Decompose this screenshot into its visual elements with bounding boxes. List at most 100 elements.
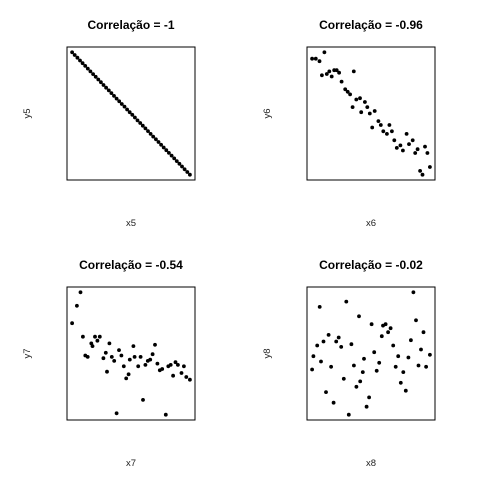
scatter-point xyxy=(135,118,140,123)
scatter-point xyxy=(171,373,176,378)
scatter-point xyxy=(121,364,126,369)
scatter-point xyxy=(392,138,397,143)
scatter-point xyxy=(138,355,143,359)
scatter-point xyxy=(93,74,98,79)
scatter-point xyxy=(151,134,156,139)
scatter-point xyxy=(124,376,129,381)
plot-frame xyxy=(66,46,196,181)
scatter-point xyxy=(381,129,386,134)
plot-frame xyxy=(66,286,196,421)
scatter-point xyxy=(112,359,117,363)
scatter-point xyxy=(90,344,95,348)
scatter-point xyxy=(344,299,349,304)
scatter-point xyxy=(372,109,377,113)
scatter-panel-4: Correlação = -0.02 x8 y8 xyxy=(262,258,436,469)
scatter-point xyxy=(386,330,390,335)
scatter-point xyxy=(161,145,166,150)
scatter-point xyxy=(348,92,352,97)
y-axis-label: y8 xyxy=(262,348,273,358)
scatter-point xyxy=(83,64,88,68)
x-axis-label: x7 xyxy=(126,458,136,469)
scatter-point xyxy=(169,153,174,158)
scatter-point xyxy=(126,372,131,377)
scatter-point xyxy=(339,345,344,349)
scatter-point xyxy=(153,342,157,347)
scatter-point xyxy=(70,321,74,326)
scatter-point xyxy=(141,398,145,402)
scatter-point xyxy=(350,105,355,109)
scatter-point xyxy=(409,338,413,343)
scatter-point xyxy=(387,123,392,127)
scatter-point xyxy=(315,343,320,348)
scatter-point xyxy=(163,412,168,417)
scatter-point xyxy=(339,79,344,84)
scatter-point xyxy=(104,85,108,90)
scatter-point xyxy=(358,96,362,101)
scatter-point xyxy=(321,339,326,344)
scatter-point xyxy=(117,348,121,352)
scatter-point xyxy=(174,159,179,164)
y-axis-label: y7 xyxy=(22,348,33,358)
scatter-point xyxy=(101,356,106,361)
scatter-point xyxy=(88,69,93,74)
scatter-point xyxy=(131,344,136,348)
scatter-point xyxy=(411,290,416,295)
scatter-point xyxy=(393,364,398,369)
scatter-point xyxy=(133,115,137,120)
scatter-point xyxy=(122,104,127,109)
scatter-point xyxy=(72,53,77,57)
scatter-point xyxy=(114,411,119,416)
scatter-point xyxy=(319,359,323,364)
scatter-point xyxy=(80,61,85,66)
scatter-point xyxy=(369,322,374,327)
scatter-point xyxy=(358,379,363,384)
scatter-point xyxy=(101,83,106,87)
scatter-point xyxy=(105,369,109,374)
scatter-point xyxy=(428,165,432,169)
scatter-point xyxy=(146,129,150,134)
scatter-point xyxy=(317,59,322,64)
scatter-point xyxy=(351,69,356,74)
scatter-point xyxy=(418,169,422,173)
chart-title: Correlação = -0.54 xyxy=(79,258,183,272)
scatter-point xyxy=(341,376,346,381)
scatter-point xyxy=(119,353,124,358)
scatter-point xyxy=(91,72,95,76)
scatter-point xyxy=(188,172,192,177)
scatter-point xyxy=(370,125,375,130)
scatter-point xyxy=(354,384,359,389)
scatter-point xyxy=(109,91,114,95)
scatter-point xyxy=(398,380,403,385)
chart-title: Correlação = -0.96 xyxy=(319,18,423,32)
scatter-point xyxy=(99,80,103,85)
scatter-point xyxy=(419,347,423,352)
scatter-point xyxy=(127,110,132,115)
scatter-point xyxy=(185,170,190,174)
scatter-point xyxy=(184,375,189,379)
scatter-point xyxy=(423,144,427,149)
scatter-point xyxy=(331,400,336,405)
scatter-point xyxy=(127,357,132,362)
scatter-point xyxy=(70,50,74,55)
scatter-point xyxy=(75,303,79,308)
scatter-point xyxy=(374,368,379,373)
scatter-point xyxy=(357,314,361,319)
scatter-point xyxy=(359,110,364,115)
scatter-point xyxy=(398,143,403,148)
scatter-point xyxy=(107,341,112,346)
scatter-point xyxy=(311,354,316,359)
chart-title: Correlação = -1 xyxy=(87,18,174,32)
chart-title: Correlação = -0.02 xyxy=(319,258,423,272)
scatter-point xyxy=(313,56,318,61)
scatter-point xyxy=(404,132,409,136)
scatter-point xyxy=(75,55,80,60)
scatter-point xyxy=(329,74,334,79)
scatter-point xyxy=(132,355,137,359)
scatter-point xyxy=(148,132,153,136)
scatter-point xyxy=(168,363,173,367)
scatter-point xyxy=(125,107,129,112)
x-axis-label: x6 xyxy=(366,218,376,229)
scatter-point xyxy=(173,360,178,365)
scatter-point xyxy=(324,390,328,394)
scatter-point xyxy=(363,100,367,104)
